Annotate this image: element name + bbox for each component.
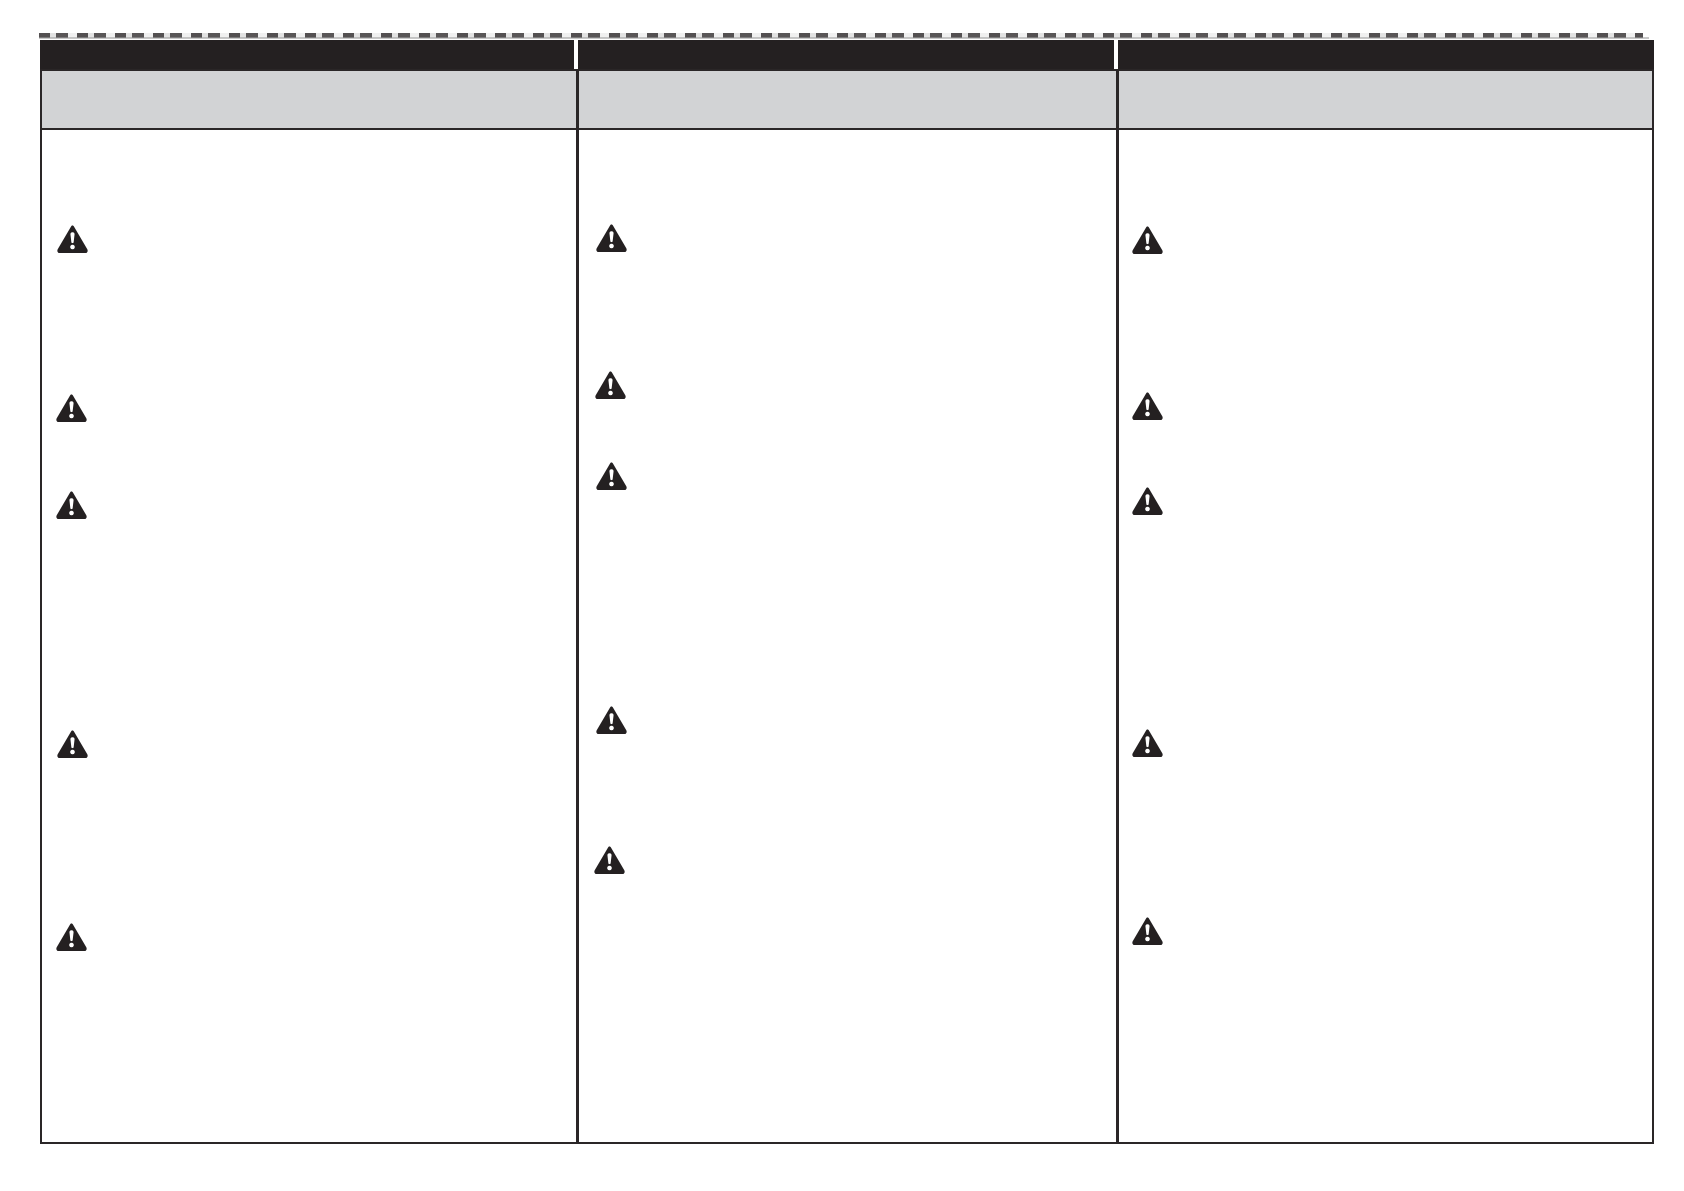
warning-triangle-icon — [1132, 487, 1163, 515]
warning-triangle-icon — [596, 224, 627, 252]
warning-triangle-icon — [1132, 917, 1163, 945]
warning-triangle-icon — [594, 846, 625, 874]
subheader-band — [42, 71, 1652, 130]
scan-edge-artifact — [39, 33, 1643, 38]
column-divider-1 — [576, 69, 579, 1144]
warning-triangle-icon — [56, 923, 87, 951]
warning-triangle-icon — [56, 491, 87, 519]
warning-triangle-icon — [595, 371, 626, 399]
warning-triangle-icon — [57, 730, 88, 758]
warning-triangle-icon — [1132, 729, 1163, 757]
column-divider-2 — [1116, 69, 1119, 1144]
scan-edge-line — [39, 37, 1649, 39]
warning-triangle-icon — [1132, 392, 1163, 420]
warning-triangle-icon — [596, 706, 627, 734]
content-table-frame — [40, 69, 1654, 1144]
warning-triangle-icon — [596, 462, 627, 490]
column2-header-bar — [578, 40, 1114, 69]
warning-triangle-icon — [56, 394, 87, 422]
column3-header-bar — [1118, 40, 1654, 69]
column1-header-bar — [40, 40, 574, 69]
warning-triangle-icon — [57, 225, 88, 253]
warning-triangle-icon — [1132, 226, 1163, 254]
